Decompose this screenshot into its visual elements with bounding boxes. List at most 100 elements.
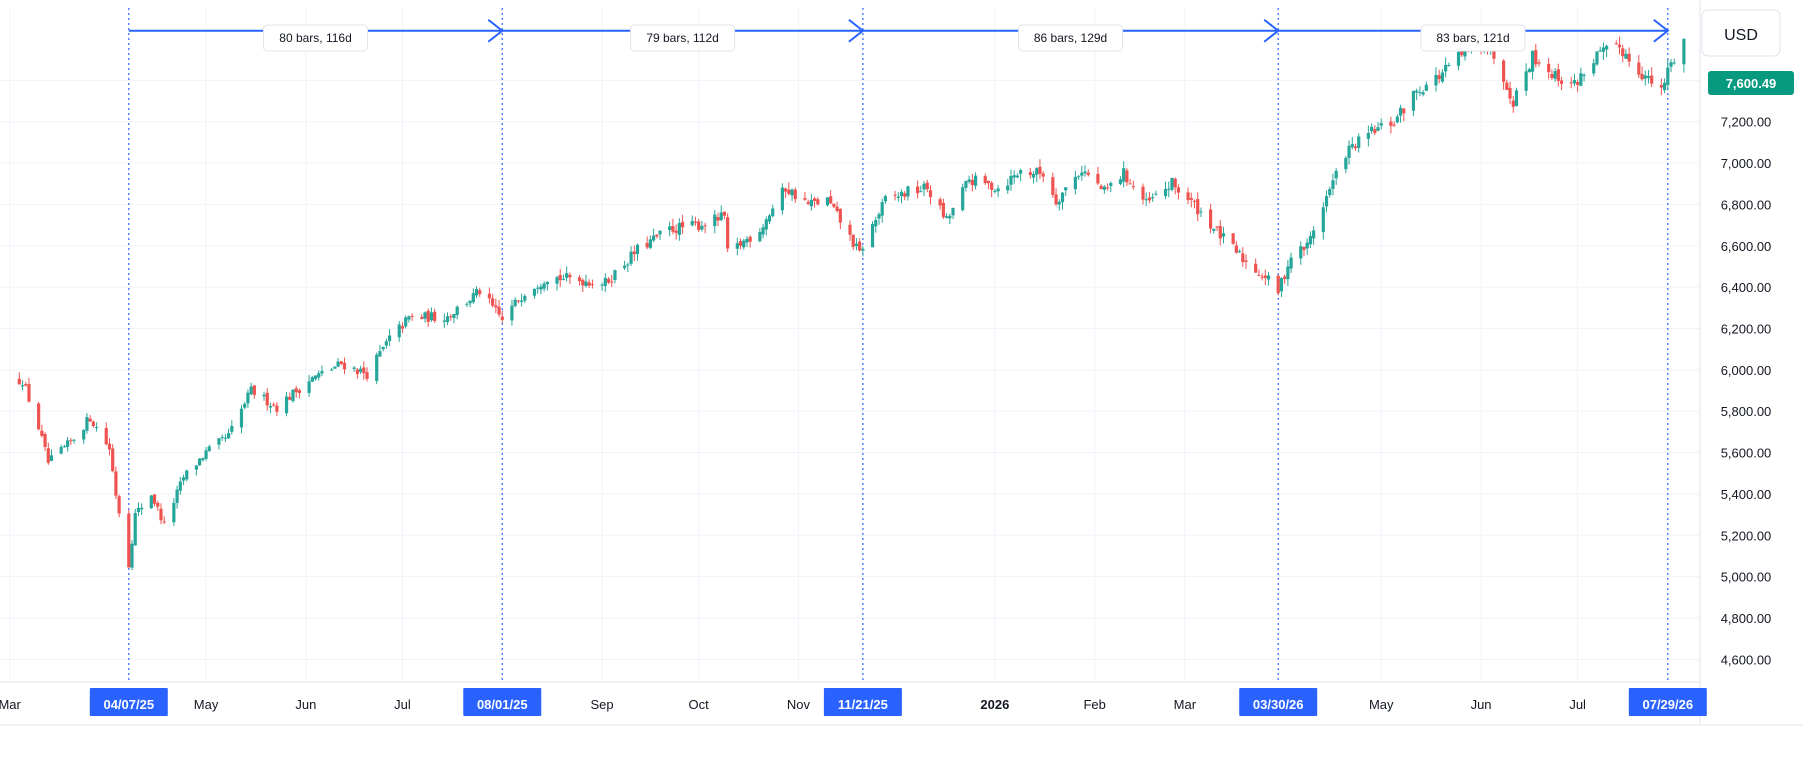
candle-body [784, 188, 788, 192]
candle-body [903, 193, 907, 197]
marker-date-label: 07/29/26 [1642, 697, 1693, 712]
candle-body [1527, 69, 1531, 73]
candle-body [1447, 64, 1451, 66]
candle-body [178, 481, 182, 491]
candle-body [1237, 251, 1242, 253]
candle-body [384, 341, 388, 346]
candle-body [1492, 49, 1496, 59]
marker-date-label: 04/07/25 [103, 697, 154, 712]
candle-body [491, 298, 495, 306]
marker-date-badge[interactable] [1628, 688, 1707, 716]
candle-body [130, 543, 134, 568]
candle-body [719, 212, 723, 221]
marker-date-badge[interactable] [463, 688, 542, 716]
marker-date-badge[interactable] [823, 688, 902, 716]
candle-body [24, 383, 28, 386]
candle-body [1189, 197, 1193, 200]
candle-body [1064, 187, 1068, 191]
candle-body [1640, 73, 1644, 80]
candle-body [107, 443, 112, 450]
candle-body [172, 502, 176, 523]
candle-body [1617, 44, 1622, 48]
candle-body [677, 223, 681, 235]
candle-body [944, 216, 949, 218]
candle-body [1376, 127, 1380, 131]
range-label-box [1420, 24, 1526, 52]
candle-body [1105, 187, 1110, 189]
candle-body [919, 191, 923, 193]
x-tick-label: Jul [1569, 697, 1586, 712]
candle-body [1038, 166, 1042, 174]
candle-body [703, 225, 707, 227]
candle-body [204, 450, 208, 459]
candle-body [561, 278, 566, 280]
currency-button[interactable] [1701, 9, 1781, 57]
candle-body [342, 362, 347, 370]
candle-body [320, 371, 324, 374]
y-tick-label: 6,000.00 [1721, 363, 1772, 378]
range-label: 86 bars, 129d [1034, 31, 1107, 45]
candle-body [1254, 263, 1258, 273]
candle-body [239, 408, 244, 428]
candle-body [162, 521, 166, 523]
time-axis[interactable]: Mar May Jun Jul Sep Oct Nov 2026 Feb Mar May Jun Jul… [0, 688, 1707, 716]
candle-body [668, 226, 672, 230]
candle-body [690, 220, 694, 226]
marker-date-badge[interactable] [1239, 688, 1318, 716]
candle-body [1550, 74, 1554, 78]
candle-body [429, 312, 434, 321]
candle-body [964, 181, 968, 188]
candle-body [333, 366, 337, 369]
candle-body [832, 203, 836, 207]
candle-body [291, 389, 295, 402]
candle-body [623, 265, 627, 269]
candle-body [829, 196, 833, 204]
candle-body [584, 281, 588, 286]
candle-body [1305, 242, 1309, 249]
candle-body [1231, 233, 1235, 244]
candle-body [381, 347, 385, 350]
candle-body [249, 386, 253, 395]
candle-body [1350, 144, 1354, 148]
range-label: 83 bars, 121d [1436, 31, 1509, 45]
candle-body [1344, 157, 1348, 170]
range-measure-layer[interactable]: 80 bars, 116d 79 bars, 112d 86 bars, 129d 8… [128, 18, 1670, 52]
candle-body [1263, 275, 1267, 279]
candle-body [993, 190, 997, 192]
candle-body [494, 305, 498, 308]
candle-body [1151, 196, 1155, 199]
candle-body [1366, 132, 1370, 139]
candle-body [1015, 175, 1020, 178]
candle-body [159, 508, 163, 521]
candle-body [449, 316, 453, 318]
candle-body [149, 495, 153, 509]
candle-body [606, 278, 611, 283]
candle-body [1424, 84, 1428, 91]
candle-body [1666, 67, 1670, 86]
candle-body [420, 316, 424, 319]
candle-body [1537, 62, 1541, 64]
candle-body [1514, 90, 1519, 106]
candle-body [114, 471, 118, 496]
candle-body [726, 217, 730, 249]
candle-body [951, 207, 955, 216]
candle-body [1083, 171, 1087, 174]
candle-body [764, 219, 768, 230]
x-tick-label: Oct [689, 697, 710, 712]
candle-body [1260, 276, 1264, 278]
candle-body [1131, 186, 1135, 188]
candle-body [387, 335, 392, 342]
y-tick-label: 5,800.00 [1721, 404, 1772, 419]
candle-body [181, 477, 186, 481]
price-axis[interactable]: USD 4,600.00 4,800.00 5,000.00 5,200.00 5,40… [1701, 9, 1781, 667]
candle-body [378, 351, 382, 357]
candle-body [635, 244, 640, 254]
candle-body [94, 426, 99, 428]
candle-body [1511, 100, 1515, 107]
candle-body [745, 238, 749, 243]
candle-body [268, 405, 273, 408]
marker-date-badge[interactable] [89, 688, 168, 716]
candle-body [330, 369, 334, 371]
